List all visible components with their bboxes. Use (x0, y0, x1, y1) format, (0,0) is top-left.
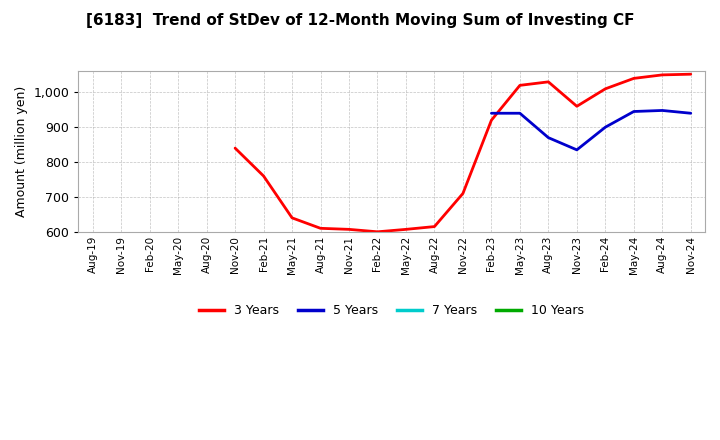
Y-axis label: Amount (million yen): Amount (million yen) (15, 86, 28, 217)
Legend: 3 Years, 5 Years, 7 Years, 10 Years: 3 Years, 5 Years, 7 Years, 10 Years (194, 299, 589, 322)
Text: [6183]  Trend of StDev of 12-Month Moving Sum of Investing CF: [6183] Trend of StDev of 12-Month Moving… (86, 13, 634, 28)
